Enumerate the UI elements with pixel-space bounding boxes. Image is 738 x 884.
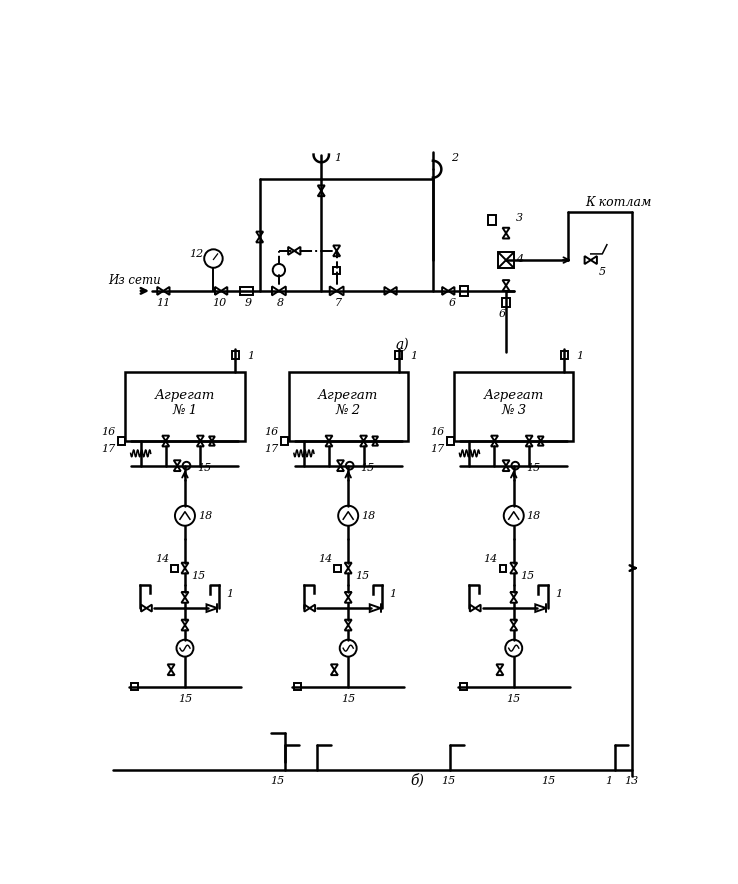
Text: Агрегат
№ 1: Агрегат № 1 xyxy=(155,389,215,416)
Circle shape xyxy=(338,506,358,526)
Text: 15: 15 xyxy=(355,571,369,581)
Text: б): б) xyxy=(410,774,424,788)
Bar xyxy=(289,372,408,441)
Text: 15: 15 xyxy=(506,694,521,704)
Bar xyxy=(125,372,244,441)
Text: 16: 16 xyxy=(101,427,115,437)
Text: 17: 17 xyxy=(264,444,279,453)
Text: 1: 1 xyxy=(389,590,396,599)
Circle shape xyxy=(504,506,524,526)
Bar xyxy=(446,437,454,446)
Bar xyxy=(241,286,252,295)
Text: 5: 5 xyxy=(599,267,606,277)
Text: 17: 17 xyxy=(101,444,115,453)
Bar xyxy=(118,437,125,446)
Text: 8: 8 xyxy=(277,298,284,309)
Text: 17: 17 xyxy=(430,444,444,453)
Circle shape xyxy=(175,506,195,526)
Bar xyxy=(498,252,514,268)
Bar xyxy=(232,351,239,359)
Text: 15: 15 xyxy=(541,775,556,786)
Text: 1: 1 xyxy=(226,590,233,599)
Text: 1: 1 xyxy=(605,775,612,786)
Circle shape xyxy=(204,249,223,268)
Circle shape xyxy=(176,640,193,657)
Bar xyxy=(170,565,178,572)
Bar xyxy=(561,351,568,359)
Text: 1: 1 xyxy=(555,590,562,599)
Text: 18: 18 xyxy=(361,511,376,521)
Text: 15: 15 xyxy=(441,775,455,786)
Text: 15: 15 xyxy=(178,694,192,704)
Text: 12: 12 xyxy=(190,249,204,259)
Text: 15: 15 xyxy=(341,694,355,704)
Text: 13: 13 xyxy=(624,775,638,786)
Text: 14: 14 xyxy=(155,554,169,564)
Text: 15: 15 xyxy=(270,775,284,786)
Text: 15: 15 xyxy=(520,571,535,581)
Text: 1: 1 xyxy=(247,351,255,362)
Bar xyxy=(489,215,496,225)
Text: 10: 10 xyxy=(213,298,227,309)
Text: 15: 15 xyxy=(526,463,540,473)
Bar xyxy=(294,683,301,690)
Text: 7: 7 xyxy=(334,298,342,309)
Text: 18: 18 xyxy=(198,511,212,521)
Text: а): а) xyxy=(396,338,409,352)
Text: 1: 1 xyxy=(410,351,418,362)
Text: Агрегат
№ 3: Агрегат № 3 xyxy=(483,389,544,416)
Text: 14: 14 xyxy=(318,554,332,564)
Bar xyxy=(333,267,340,273)
Text: 6: 6 xyxy=(499,309,506,319)
Bar xyxy=(460,683,466,690)
Bar xyxy=(502,298,510,307)
Bar xyxy=(281,437,288,446)
Text: 16: 16 xyxy=(430,427,444,437)
Text: 1: 1 xyxy=(576,351,583,362)
Bar xyxy=(460,286,468,295)
Bar xyxy=(395,351,402,359)
Text: 11: 11 xyxy=(156,298,170,309)
Text: 9: 9 xyxy=(244,298,252,309)
Text: 2: 2 xyxy=(451,154,458,164)
Text: 4: 4 xyxy=(517,254,523,263)
Text: 6: 6 xyxy=(449,298,455,309)
Text: 15: 15 xyxy=(360,463,375,473)
Text: 15: 15 xyxy=(197,463,211,473)
Text: 14: 14 xyxy=(483,554,497,564)
Text: К котлам: К котлам xyxy=(585,196,652,209)
Text: 3: 3 xyxy=(517,213,523,223)
Text: Из сети: Из сети xyxy=(108,274,161,286)
Text: 1: 1 xyxy=(334,154,342,164)
Bar xyxy=(131,683,138,690)
Text: 16: 16 xyxy=(264,427,279,437)
Text: 15: 15 xyxy=(192,571,206,581)
Bar xyxy=(500,565,506,572)
Bar xyxy=(334,565,341,572)
Text: 18: 18 xyxy=(527,511,541,521)
Circle shape xyxy=(339,640,356,657)
Bar xyxy=(454,372,573,441)
Text: Агрегат
№ 2: Агрегат № 2 xyxy=(318,389,379,416)
Circle shape xyxy=(506,640,523,657)
